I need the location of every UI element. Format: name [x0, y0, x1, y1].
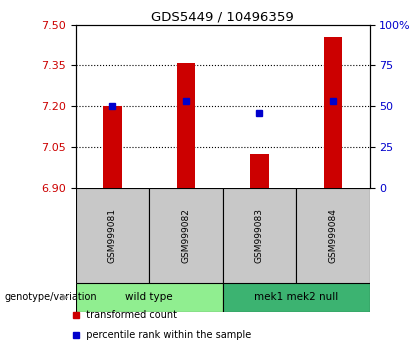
Bar: [324, 37, 342, 188]
Bar: [296, 188, 370, 283]
Bar: [250, 154, 268, 188]
Text: wild type: wild type: [125, 292, 173, 302]
Bar: [103, 106, 121, 188]
Bar: [223, 188, 296, 283]
Text: genotype/variation: genotype/variation: [4, 292, 97, 302]
Text: GSM999083: GSM999083: [255, 208, 264, 263]
Bar: [76, 283, 223, 312]
Bar: [76, 188, 149, 283]
Text: GSM999082: GSM999082: [181, 208, 190, 263]
Text: percentile rank within the sample: percentile rank within the sample: [80, 330, 251, 339]
Text: mek1 mek2 null: mek1 mek2 null: [254, 292, 338, 302]
Title: GDS5449 / 10496359: GDS5449 / 10496359: [151, 11, 294, 24]
Text: GSM999084: GSM999084: [328, 208, 337, 263]
Bar: [149, 188, 223, 283]
Text: GSM999081: GSM999081: [108, 208, 117, 263]
Text: transformed count: transformed count: [80, 310, 177, 320]
Bar: [177, 63, 195, 188]
Bar: [223, 283, 370, 312]
